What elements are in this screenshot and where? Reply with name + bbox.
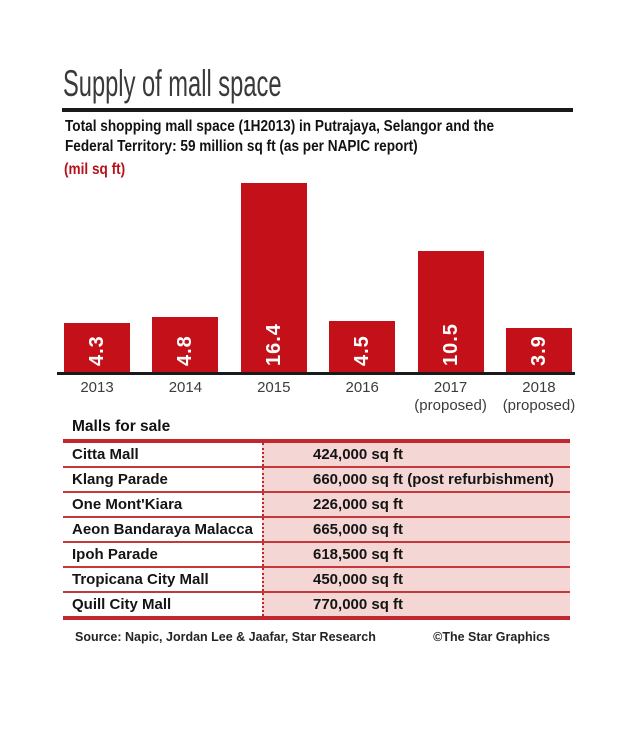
table-row: Aeon Bandaraya Malacca 665,000 sq ft (63, 518, 570, 543)
bar-2018: 3.9 (505, 328, 572, 373)
year-label: 2013 (80, 379, 114, 396)
mall-size-cell: 450,000 sq ft (262, 568, 570, 591)
mall-size-cell: 665,000 sq ft (262, 518, 570, 541)
bar-2015: 16.4 (240, 183, 307, 373)
bar-value-label: 4.5 (351, 335, 374, 366)
bar-group: 4.3 4.8 16.4 4.5 10.5 3.9 (64, 183, 572, 373)
mall-name-cell: Tropicana City Mall (63, 568, 262, 591)
mall-size-cell: 618,500 sq ft (262, 543, 570, 566)
bar-value-label: 16.4 (262, 323, 285, 366)
bar-2013: 4.3 (64, 323, 130, 373)
year-label: 2018 (522, 379, 556, 396)
bar-value-label: 4.3 (86, 335, 108, 366)
table-row: Tropicana City Mall 450,000 sq ft (63, 568, 570, 593)
x-axis-label-2018: 2018 (proposed) (503, 379, 576, 415)
graphics-credit: ©The Star Graphics (433, 630, 550, 644)
mall-name-cell: Quill City Mall (63, 593, 262, 616)
x-axis-label-2015: 2015 (241, 379, 307, 415)
mall-name-cell: One Mont'Kiara (63, 493, 262, 516)
bar-value-label: 4.8 (174, 335, 197, 366)
malls-table: Citta Mall 424,000 sq ft Klang Parade 660,0… (63, 439, 570, 620)
axis-unit-label: (mil sq ft) (64, 161, 126, 178)
year-label: 2015 (257, 379, 291, 396)
mall-name-cell: Citta Mall (63, 443, 262, 466)
table-row: One Mont'Kiara 226,000 sq ft (63, 493, 570, 518)
table-row: Ipoh Parade 618,500 sq ft (63, 543, 570, 568)
table-row: Citta Mall 424,000 sq ft (63, 443, 570, 468)
year-note-label: (proposed) (502, 397, 576, 414)
year-label: 2017 (433, 379, 468, 396)
source-credit: Source: Napic, Jordan Lee & Jaafar, Star… (75, 630, 376, 644)
table-row: Quill City Mall 770,000 sq ft (63, 593, 570, 616)
subtitle-line-1: Total shopping mall space (1H2013) in Pu… (65, 118, 495, 135)
x-axis-label-2016: 2016 (329, 379, 395, 415)
bar-value-label: 10.5 (439, 323, 462, 366)
mall-name-cell: Klang Parade (63, 468, 262, 491)
table-title: Malls for sale (72, 418, 171, 435)
year-label: 2016 (345, 379, 379, 396)
bar-value-label: 3.9 (527, 335, 550, 366)
subtitle-line-2: Federal Territory: 59 million sq ft (as … (65, 138, 418, 155)
mall-size-cell: 660,000 sq ft (post refurbishment) (262, 468, 570, 491)
year-note-label: (proposed) (414, 397, 487, 414)
table-row: Klang Parade 660,000 sq ft (post refurbis… (63, 468, 570, 493)
mall-name-cell: Aeon Bandaraya Malacca (63, 518, 262, 541)
x-axis-label-2014: 2014 (152, 379, 218, 415)
x-axis-line (57, 372, 575, 375)
x-axis-label-2017: 2017 (proposed) (414, 379, 487, 415)
year-label: 2014 (168, 379, 203, 396)
mall-size-cell: 226,000 sq ft (262, 493, 570, 516)
mall-name-cell: Ipoh Parade (63, 543, 262, 566)
page-title: Supply of mall space (63, 63, 282, 104)
chart-subtitle: Total shopping mall space (1H2013) in Pu… (65, 117, 494, 157)
bar-2014: 4.8 (152, 317, 219, 373)
mall-size-cell: 424,000 sq ft (262, 443, 570, 466)
bar-2016: 4.5 (329, 321, 396, 373)
bar-2017: 10.5 (417, 251, 484, 373)
title-underline (62, 108, 573, 112)
x-axis-label-2013: 2013 (64, 379, 130, 415)
mall-size-cell: 770,000 sq ft (262, 593, 570, 616)
x-axis-labels: 2013 2014 2015 2016 2017 (proposed) 2018 (propo… (64, 379, 576, 415)
